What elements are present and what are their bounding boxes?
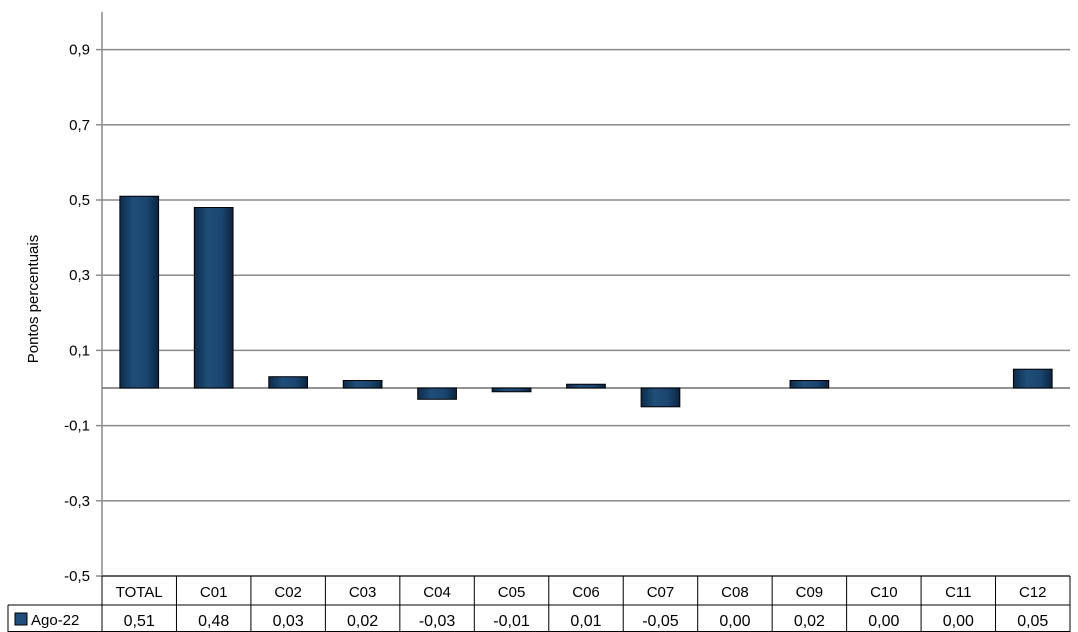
data-table: TOTAL C01 C02 C03 C04 C05 C06 C07 C08 C09 C10 C11 C1… [7,575,1071,632]
bar-c03 [342,379,383,389]
x-category-label: C09 [796,584,824,601]
y-axis-label: Pontos percentuais [25,235,42,363]
x-category-label: C05 [498,584,526,601]
data-table-value: 0,00 [868,613,899,630]
bar-c04 [417,387,457,400]
bars [119,195,1053,408]
y-tick-label: 0,1 [69,342,90,359]
x-category-label: C07 [647,584,675,601]
y-tick-labels: 0,9 0,7 0,5 0,3 0,1 -0,1 -0,3 -0,5 [64,42,90,585]
x-category-label: TOTAL [116,584,163,601]
bar-c07 [640,387,681,408]
axes [96,12,1070,577]
data-table-value: 0,51 [124,613,155,630]
bar-c09 [789,379,830,389]
y-tick-label: -0,5 [64,568,90,585]
bar-c02 [268,376,309,389]
y-tick-label: -0,1 [64,418,90,435]
x-category-label: C12 [1019,584,1047,601]
bar-c05 [491,387,532,393]
data-table-value: 0,05 [1017,613,1048,630]
data-table-value: -0,05 [642,613,679,630]
data-table-value: 0,03 [273,613,304,630]
bar-c06 [566,383,606,389]
x-category-label: C10 [870,584,898,601]
y-tick-label: -0,3 [64,493,90,510]
x-category-label: C01 [200,584,228,601]
data-table-value: -0,03 [419,613,456,630]
data-table-value: 0,00 [719,613,750,630]
series-name: Ago-22 [31,612,79,629]
y-tick-label: 0,7 [69,117,90,134]
y-tick-label: 0,3 [69,267,90,284]
y-tick-label: 0,9 [69,42,90,59]
bar-total [119,195,160,389]
x-category-label: C06 [572,584,600,601]
data-table-value: 0,02 [347,613,378,630]
x-category-label: C11 [945,584,971,601]
data-table-value: -0,01 [493,613,530,630]
x-category-label: C02 [274,584,302,601]
x-category-label: C08 [721,584,749,601]
gridlines [102,48,1070,577]
x-category-label: C03 [349,584,377,601]
x-category-label: C04 [423,584,451,601]
data-table-value: 0,00 [943,613,974,630]
y-tick-label: 0,5 [69,192,90,209]
data-table-value: 0,01 [570,613,601,630]
bar-c01 [193,207,234,389]
legend-swatch [14,612,28,626]
data-table-value: 0,02 [794,613,825,630]
bar-c12 [1012,368,1053,389]
data-table-value: 0,48 [198,613,229,630]
